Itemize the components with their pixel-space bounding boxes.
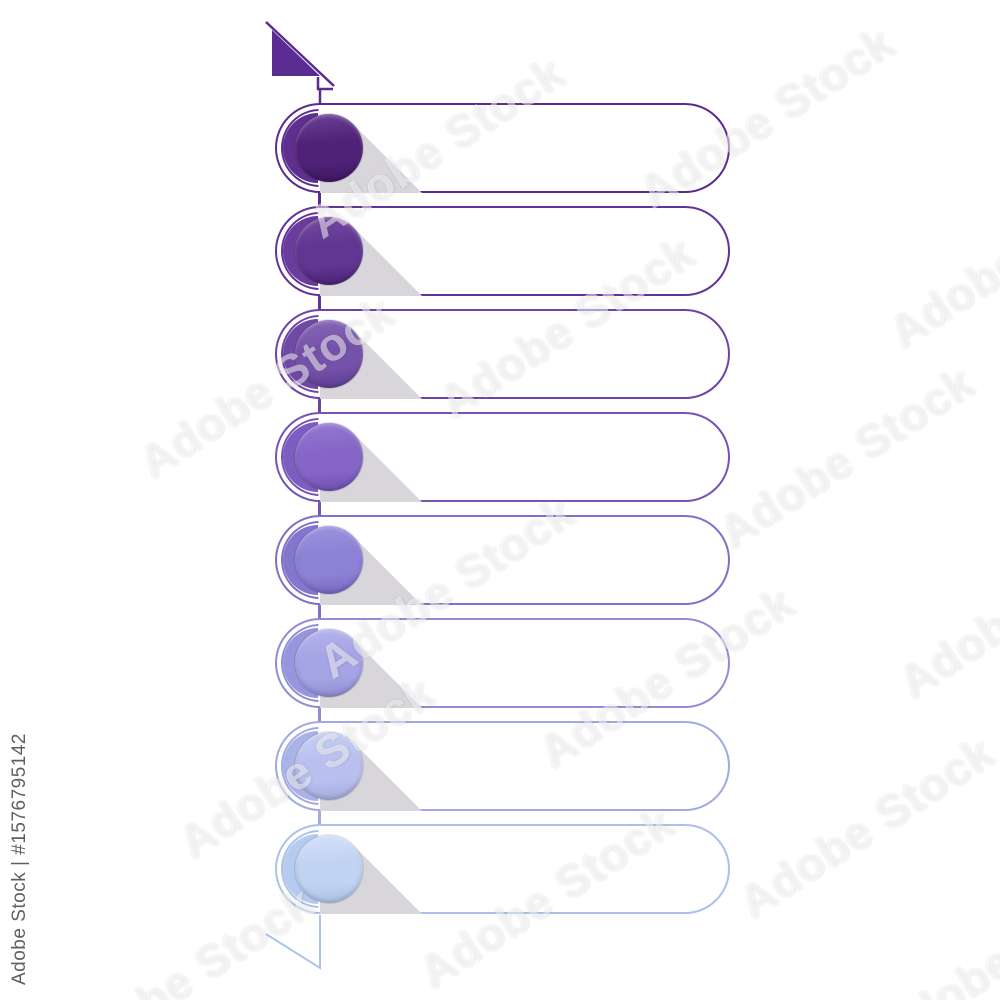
step-2 bbox=[275, 206, 730, 310]
step-connector bbox=[318, 296, 321, 310]
step-circle-icon bbox=[295, 629, 363, 697]
step-connector bbox=[318, 502, 321, 516]
step-4 bbox=[275, 412, 730, 516]
step-circle-icon bbox=[295, 217, 363, 285]
step-5 bbox=[275, 515, 730, 619]
step-3 bbox=[275, 309, 730, 413]
top-flag-outline bbox=[265, 21, 335, 87]
step-connector bbox=[318, 605, 321, 619]
step-connector bbox=[318, 811, 321, 825]
step-1 bbox=[275, 103, 730, 207]
step-pill bbox=[275, 515, 730, 605]
step-connector bbox=[318, 399, 321, 413]
step-6 bbox=[275, 618, 730, 722]
step-circle-icon bbox=[295, 423, 363, 491]
step-circle-icon bbox=[295, 114, 363, 182]
step-connector bbox=[318, 193, 321, 207]
bottom-flag bbox=[265, 915, 321, 970]
step-circle-icon bbox=[295, 526, 363, 594]
step-circle-icon bbox=[295, 732, 363, 800]
step-pill bbox=[275, 618, 730, 708]
top-flag-triangle bbox=[272, 30, 320, 76]
step-8 bbox=[275, 824, 730, 914]
step-connector bbox=[318, 708, 321, 722]
step-7 bbox=[275, 721, 730, 825]
bottom-flag-outline bbox=[265, 915, 321, 970]
step-circle-icon bbox=[295, 320, 363, 388]
step-circle-icon bbox=[295, 835, 363, 903]
